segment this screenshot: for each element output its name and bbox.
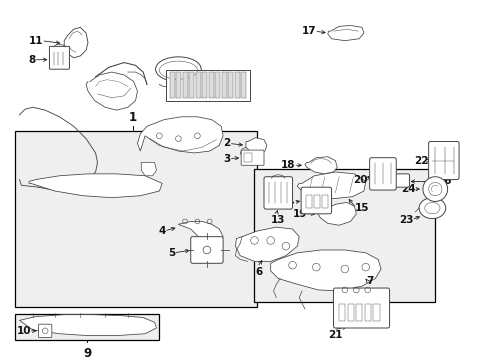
Bar — [244, 153, 251, 162]
Polygon shape — [270, 250, 380, 291]
Ellipse shape — [155, 57, 201, 82]
Text: 3: 3 — [223, 154, 230, 164]
Text: 9: 9 — [83, 347, 91, 360]
Text: 22: 22 — [413, 156, 428, 166]
Ellipse shape — [418, 198, 445, 219]
Bar — [208, 72, 213, 98]
Bar — [165, 70, 249, 100]
Text: 17: 17 — [301, 26, 316, 36]
Polygon shape — [141, 162, 156, 176]
Bar — [364, 304, 370, 321]
Text: 14: 14 — [280, 197, 295, 207]
Polygon shape — [137, 117, 223, 153]
Text: 21: 21 — [327, 330, 342, 340]
Polygon shape — [29, 174, 162, 198]
Text: 16: 16 — [437, 176, 452, 186]
Bar — [215, 72, 220, 98]
Bar — [176, 72, 181, 98]
FancyBboxPatch shape — [301, 187, 331, 214]
Text: 20: 20 — [352, 175, 367, 185]
Bar — [15, 131, 257, 307]
Bar — [305, 195, 311, 208]
Text: 8: 8 — [28, 55, 36, 65]
Polygon shape — [245, 138, 266, 153]
Polygon shape — [327, 26, 363, 41]
Bar — [222, 72, 226, 98]
Text: 6: 6 — [255, 267, 263, 277]
Text: 19: 19 — [292, 209, 306, 219]
FancyBboxPatch shape — [264, 177, 292, 209]
Text: 10: 10 — [17, 326, 31, 336]
Bar — [15, 314, 159, 340]
Bar — [313, 195, 319, 208]
FancyBboxPatch shape — [333, 288, 389, 328]
Bar — [183, 72, 187, 98]
Polygon shape — [305, 157, 337, 174]
Text: 5: 5 — [168, 248, 175, 258]
FancyBboxPatch shape — [241, 150, 264, 165]
Text: 15: 15 — [354, 203, 368, 213]
Bar — [169, 72, 174, 98]
FancyBboxPatch shape — [378, 174, 409, 187]
Bar — [241, 72, 245, 98]
Polygon shape — [235, 227, 299, 261]
Bar — [373, 304, 379, 321]
Text: 23: 23 — [398, 215, 412, 225]
Text: 18: 18 — [280, 160, 295, 170]
Text: 13: 13 — [270, 215, 285, 225]
Text: 4: 4 — [158, 226, 165, 236]
Text: 2: 2 — [223, 138, 230, 148]
Bar — [356, 304, 362, 321]
Bar — [228, 72, 233, 98]
FancyBboxPatch shape — [39, 324, 52, 338]
Text: 24: 24 — [400, 184, 414, 194]
FancyBboxPatch shape — [190, 237, 223, 263]
FancyBboxPatch shape — [369, 158, 395, 190]
Text: 7: 7 — [365, 276, 372, 286]
Polygon shape — [318, 202, 356, 225]
Text: 1: 1 — [128, 111, 137, 125]
FancyBboxPatch shape — [49, 46, 69, 69]
Polygon shape — [297, 172, 365, 199]
Bar — [347, 304, 353, 321]
Bar — [202, 72, 206, 98]
Text: 11: 11 — [29, 36, 43, 46]
Circle shape — [422, 177, 447, 202]
Bar — [234, 72, 239, 98]
Bar — [339, 304, 345, 321]
Bar — [195, 72, 200, 98]
FancyBboxPatch shape — [428, 141, 458, 180]
Polygon shape — [178, 221, 223, 243]
Bar — [189, 72, 194, 98]
Bar — [322, 195, 327, 208]
Polygon shape — [20, 315, 156, 336]
Bar — [254, 169, 434, 302]
Text: 12: 12 — [336, 310, 352, 323]
